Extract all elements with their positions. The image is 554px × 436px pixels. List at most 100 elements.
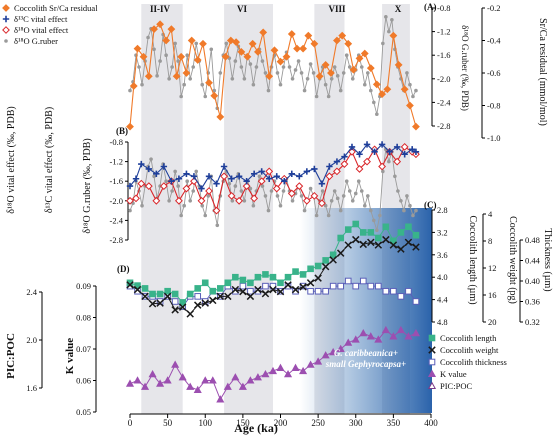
length-point-36 xyxy=(397,229,405,236)
ruber-a-point-74 xyxy=(350,77,355,81)
panel-letter-c: (C) xyxy=(424,200,437,210)
ruber-b-point-57 xyxy=(299,194,304,198)
ruber-b-point-69 xyxy=(335,196,340,201)
length-point-13 xyxy=(224,279,232,287)
srca-point-52 xyxy=(412,122,420,131)
k-value-point-6 xyxy=(171,360,180,368)
axis-pic-poc-tick-label: 2.4 xyxy=(26,287,37,297)
srca-point-3 xyxy=(139,52,148,61)
d18o-vital-point-3 xyxy=(144,182,153,191)
axis-title-srca: Sr/Ca residual (mmol/mol) xyxy=(537,18,548,126)
ruber-a-point-46 xyxy=(266,88,271,93)
panel-letter-d: (D) xyxy=(117,264,130,274)
d13c-vital-point-1 xyxy=(132,175,140,182)
srca-point-25 xyxy=(259,28,268,37)
x-tick-label-350: 350 xyxy=(387,418,401,428)
ruber-a-point-16 xyxy=(176,59,180,63)
d13c-vital-point-8 xyxy=(183,170,190,178)
ruber-a-point-56 xyxy=(296,59,301,63)
weight-point-17 xyxy=(254,285,262,294)
axis-d18o-ruber-b-tick-label: -2.8 xyxy=(110,235,123,245)
d13c-vital-point-10 xyxy=(198,185,205,192)
legend-marker-1 xyxy=(2,15,10,23)
axis-title-k-value: K value xyxy=(64,338,76,374)
weight-point-36 xyxy=(397,245,405,253)
srca-point-15 xyxy=(205,78,213,87)
ruber-b-point-24 xyxy=(200,203,205,208)
axis-thickness-tick-label: 0.36 xyxy=(525,297,540,307)
d18o-vital-point-26 xyxy=(317,199,326,208)
k-value-point-14 xyxy=(231,373,240,381)
weight-point-15 xyxy=(239,287,247,296)
thickness-point-10 xyxy=(201,298,209,305)
length-point-34 xyxy=(382,223,390,231)
axis-weight-tick-label: 20 xyxy=(488,317,497,327)
srca-point-44 xyxy=(366,64,375,73)
thickness-point-22 xyxy=(292,287,299,295)
d13c-vital-point-26 xyxy=(318,180,326,187)
d13c-vital-point-39 xyxy=(412,148,420,155)
weight-point-20 xyxy=(276,287,285,296)
series-srca-residual xyxy=(126,20,420,131)
d18o-vital-point-29 xyxy=(340,160,349,168)
d18o-vital-point-14 xyxy=(227,191,236,200)
weight-point-6 xyxy=(171,306,179,314)
length-point-29 xyxy=(344,226,352,233)
d13c-vital-point-16 xyxy=(243,178,250,185)
length-point-16 xyxy=(247,279,254,287)
axis-k-value-tick-label: 0.06 xyxy=(76,376,91,386)
weight-point-9 xyxy=(193,301,202,309)
k-value-point-17 xyxy=(253,373,262,381)
series-d18o-vital xyxy=(126,142,420,215)
srca-point-24 xyxy=(254,47,262,56)
ruber-b-point-7 xyxy=(149,157,153,161)
ruber-b-point-14 xyxy=(170,189,174,193)
k-value-point-21 xyxy=(283,369,293,378)
thickness-point-6 xyxy=(171,298,179,305)
ruber-b-point-81 xyxy=(372,218,376,223)
weight-point-24 xyxy=(306,279,315,287)
d18o-vital-point-2 xyxy=(137,179,146,188)
ruber-a-point-45 xyxy=(263,71,268,75)
legend-label-0: Coccolith Sr/Ca residual xyxy=(14,3,98,13)
d13c-vital-point-15 xyxy=(235,173,243,180)
length-point-17 xyxy=(254,273,262,281)
axis-length-tick-label: 2.8 xyxy=(437,205,448,215)
d18o-vital-point-22 xyxy=(287,189,296,198)
ruber-a-point-70 xyxy=(338,88,343,93)
axis-srca-tick-label: -0.2 xyxy=(487,3,500,13)
ruber-a-point-6 xyxy=(146,35,150,40)
x-axis: 0 50 100 150 200 250 300 350 400 xyxy=(128,413,438,428)
d13c-vital-point-4 xyxy=(153,170,160,178)
length-point-12 xyxy=(217,285,224,292)
d18o-vital-point-23 xyxy=(295,182,304,191)
weight-point-11 xyxy=(209,296,217,305)
ruber-a-point-85 xyxy=(384,15,388,19)
axis-thickness-tick-label: 0.48 xyxy=(525,235,540,245)
legend-label-1: δ¹³C vital effect xyxy=(14,14,68,24)
length-point-28 xyxy=(337,234,344,242)
ruber-a-point-81 xyxy=(372,100,376,105)
axis-title-weight: Coccolith weight (pg) xyxy=(507,216,518,304)
ruber-b-point-54 xyxy=(290,199,295,203)
srca-point-42 xyxy=(355,54,364,63)
ruber-b-line xyxy=(129,149,417,231)
ruber-a-point-13 xyxy=(167,77,171,81)
weight-point-1 xyxy=(133,285,142,294)
ruber-a-point-86 xyxy=(387,29,391,34)
ruber-a-point-9 xyxy=(155,74,159,78)
k-value-point-4 xyxy=(156,379,165,387)
axis-d18o-ruber-a-tick-label: -1.2 xyxy=(437,27,450,37)
ruber-b-point-62 xyxy=(314,213,319,218)
srca-point-4 xyxy=(144,72,153,81)
legend-label-2: Coccolith thickness xyxy=(440,357,507,367)
d13c-vital-point-23 xyxy=(296,173,303,180)
ruber-b-point-44 xyxy=(260,184,265,188)
d18o-vital-point-16 xyxy=(242,182,251,191)
ruber-b-point-68 xyxy=(332,189,337,193)
axis-d18o-ruber-b-tick-label: -1.6 xyxy=(110,176,123,186)
srca-point-12 xyxy=(187,36,196,45)
k-value-point-9 xyxy=(193,385,202,394)
weight-point-8 xyxy=(186,310,194,318)
k-value-point-8 xyxy=(186,382,195,390)
